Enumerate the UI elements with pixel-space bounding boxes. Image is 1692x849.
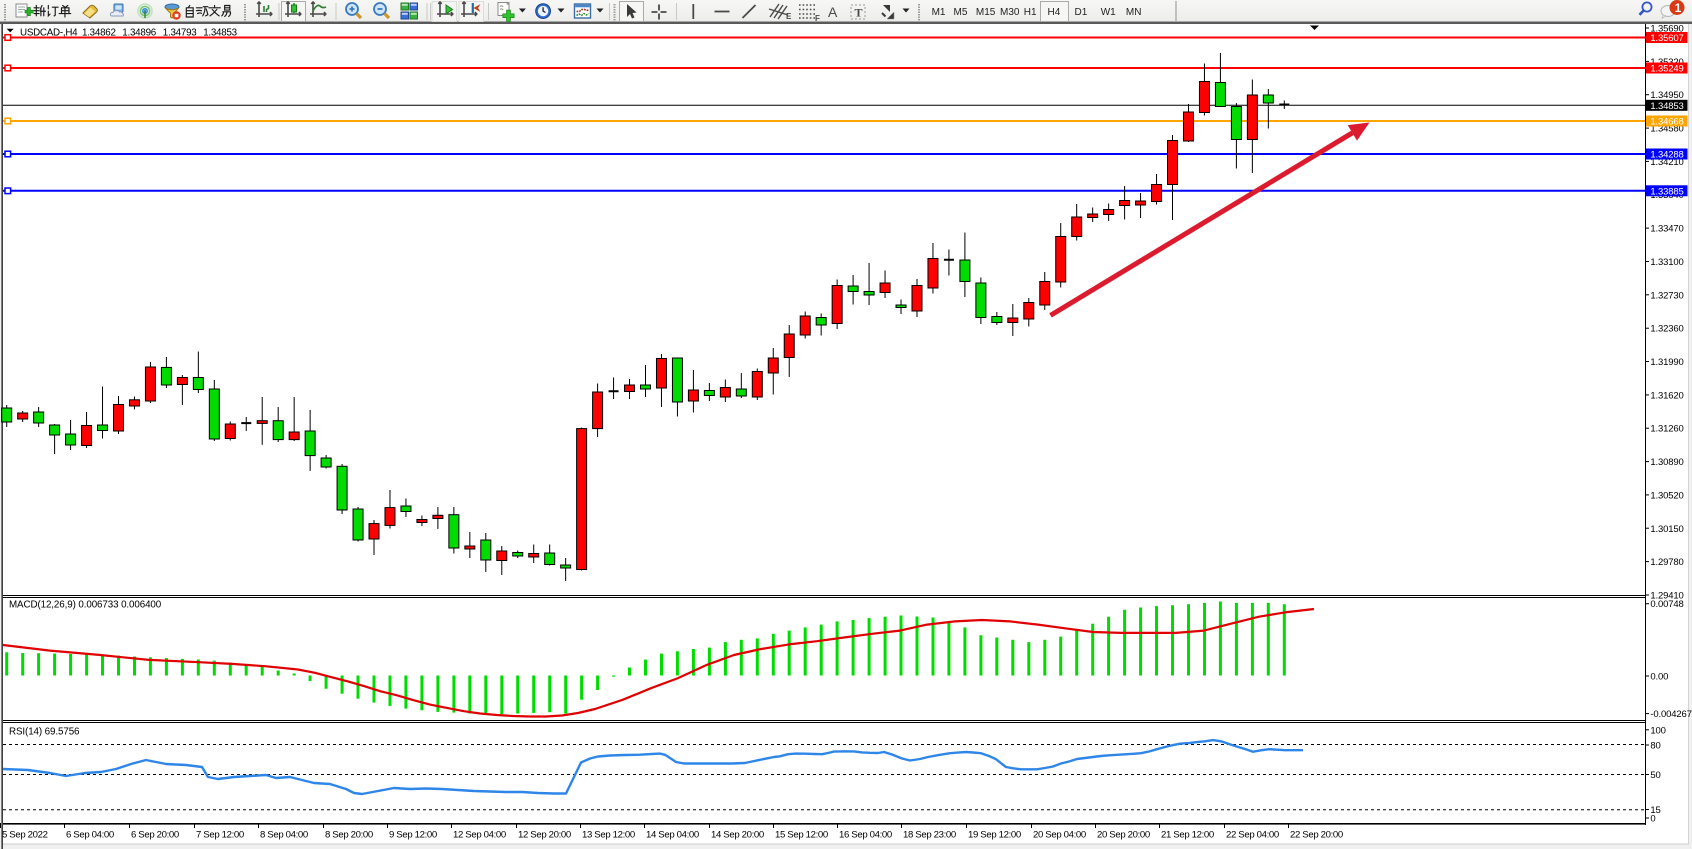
svg-text:0: 0 <box>1650 814 1655 825</box>
svg-text:22 Sep 20:00: 22 Sep 20:00 <box>1290 829 1343 840</box>
svg-text:1.29410: 1.29410 <box>1650 591 1683 602</box>
svg-text:1.33885: 1.33885 <box>1650 186 1683 197</box>
svg-text:-0.004267: -0.004267 <box>1650 709 1691 720</box>
svg-text:1.33470: 1.33470 <box>1650 224 1683 235</box>
svg-text:0.00748: 0.00748 <box>1650 599 1683 610</box>
svg-text:MACD(12,26,9) 0.006733 0.00640: MACD(12,26,9) 0.006733 0.006400 <box>9 600 162 611</box>
svg-text:19 Sep 12:00: 19 Sep 12:00 <box>968 829 1021 840</box>
svg-text:1.31260: 1.31260 <box>1650 424 1683 435</box>
svg-text:M1: M1 <box>932 7 946 18</box>
svg-text:15: 15 <box>1650 805 1660 816</box>
svg-text:14 Sep 04:00: 14 Sep 04:00 <box>646 829 699 840</box>
svg-text:1.30890: 1.30890 <box>1650 457 1683 468</box>
svg-text:100: 100 <box>1650 725 1665 736</box>
svg-text:1.35320: 1.35320 <box>1650 57 1683 68</box>
svg-text:1.31990: 1.31990 <box>1650 357 1683 368</box>
svg-text:M30: M30 <box>1000 7 1020 18</box>
svg-text:H1: H1 <box>1024 7 1037 18</box>
svg-text:1: 1 <box>1675 1 1682 15</box>
svg-text:M15: M15 <box>976 7 996 18</box>
svg-text:1.31620: 1.31620 <box>1650 390 1683 401</box>
svg-text:H4: H4 <box>1048 7 1061 18</box>
svg-text:5 Sep 2022: 5 Sep 2022 <box>2 829 48 840</box>
svg-text:13 Sep 12:00: 13 Sep 12:00 <box>582 829 635 840</box>
svg-text:MN: MN <box>1126 7 1142 18</box>
svg-text:8 Sep 04:00: 8 Sep 04:00 <box>260 829 308 840</box>
svg-text:T: T <box>855 6 863 20</box>
svg-text:9 Sep 12:00: 9 Sep 12:00 <box>389 829 437 840</box>
svg-text:12 Sep 20:00: 12 Sep 20:00 <box>518 829 571 840</box>
svg-text:20 Sep 04:00: 20 Sep 04:00 <box>1033 829 1086 840</box>
svg-text:16 Sep 04:00: 16 Sep 04:00 <box>839 829 892 840</box>
svg-text:21 Sep 12:00: 21 Sep 12:00 <box>1161 829 1214 840</box>
svg-text:A: A <box>828 4 838 20</box>
svg-text:18 Sep 23:00: 18 Sep 23:00 <box>903 829 956 840</box>
svg-text:1.32730: 1.32730 <box>1650 290 1683 301</box>
svg-text:1.34853: 1.34853 <box>1650 101 1683 112</box>
svg-text:14 Sep 20:00: 14 Sep 20:00 <box>711 829 764 840</box>
svg-text:6 Sep 20:00: 6 Sep 20:00 <box>131 829 179 840</box>
svg-text:1.30150: 1.30150 <box>1650 524 1683 535</box>
svg-text:7 Sep 12:00: 7 Sep 12:00 <box>196 829 244 840</box>
svg-text:RSI(14) 69.5756: RSI(14) 69.5756 <box>9 727 80 738</box>
svg-text:1.35690: 1.35690 <box>1650 24 1683 35</box>
svg-text:80: 80 <box>1650 741 1660 752</box>
svg-text:1.35249: 1.35249 <box>1650 64 1683 75</box>
svg-text:20 Sep 20:00: 20 Sep 20:00 <box>1097 829 1150 840</box>
svg-text:1.34668: 1.34668 <box>1650 117 1683 128</box>
svg-text:15 Sep 12:00: 15 Sep 12:00 <box>775 829 828 840</box>
svg-text:1.35607: 1.35607 <box>1650 33 1683 44</box>
svg-text:1.29780: 1.29780 <box>1650 557 1683 568</box>
svg-text:E: E <box>786 12 792 21</box>
svg-text:1.34210: 1.34210 <box>1650 157 1683 168</box>
svg-text:50: 50 <box>1650 770 1660 781</box>
svg-text:M5: M5 <box>954 7 968 18</box>
svg-text:22 Sep 04:00: 22 Sep 04:00 <box>1226 829 1279 840</box>
svg-text:6 Sep 04:00: 6 Sep 04:00 <box>66 829 114 840</box>
svg-text:1.30520: 1.30520 <box>1650 490 1683 501</box>
svg-text:1.33100: 1.33100 <box>1650 257 1683 268</box>
svg-text:F: F <box>815 14 820 23</box>
svg-text:1.34950: 1.34950 <box>1650 90 1683 101</box>
svg-text:12 Sep 04:00: 12 Sep 04:00 <box>453 829 506 840</box>
svg-text:8 Sep 20:00: 8 Sep 20:00 <box>325 829 373 840</box>
svg-text:0.00: 0.00 <box>1650 672 1668 683</box>
svg-text:D1: D1 <box>1075 7 1088 18</box>
svg-text:W1: W1 <box>1101 7 1116 18</box>
svg-text:1.34580: 1.34580 <box>1650 124 1683 135</box>
svg-text:1.34288: 1.34288 <box>1650 150 1683 161</box>
svg-text:1.32360: 1.32360 <box>1650 324 1683 335</box>
